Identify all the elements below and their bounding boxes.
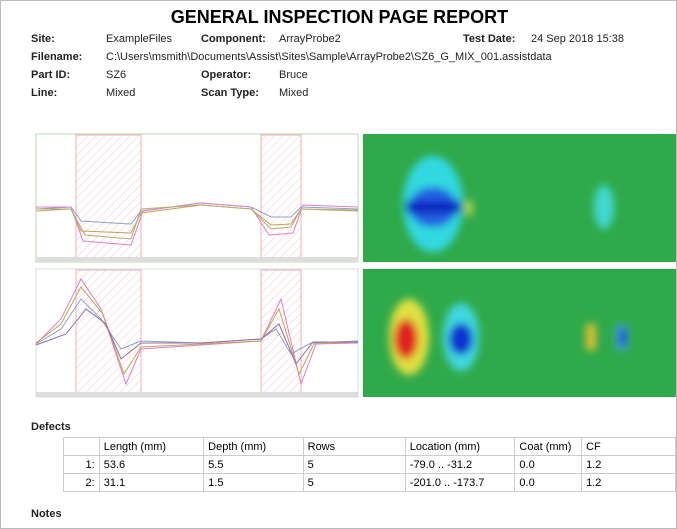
c-scan-image xyxy=(363,269,676,397)
field-value: Mixed xyxy=(279,87,309,99)
cell: -79.0 .. -31.2 xyxy=(404,455,516,474)
field-label: Filename: xyxy=(31,51,83,63)
c-scan-image xyxy=(363,134,676,262)
scan-plots xyxy=(35,133,676,398)
column-header: CF xyxy=(581,437,676,456)
field-label: Component: xyxy=(201,33,266,45)
field-value: Bruce xyxy=(279,69,308,81)
trace-panel xyxy=(35,133,359,263)
field-label: Part ID: xyxy=(31,69,71,81)
cell: 1.2 xyxy=(581,473,676,492)
defects-table: Length (mm) Depth (mm) Rows Location (mm) Co… xyxy=(63,437,676,492)
column-header: Location (mm) xyxy=(404,437,516,456)
field-label: Test Date: xyxy=(463,33,516,45)
row-label: 1: xyxy=(63,455,100,474)
row-label: 2: xyxy=(63,473,100,492)
corner-cell xyxy=(63,437,100,456)
field-value: SZ6 xyxy=(106,69,127,81)
field-value: Mixed xyxy=(106,87,136,99)
field-value: C:\Users\msmith\Documents\Assist\Sites\S… xyxy=(106,51,552,63)
cell: 5 xyxy=(302,473,406,492)
cell: 0.0 xyxy=(514,473,583,492)
field-label: Line: xyxy=(31,87,58,99)
field-value: ArrayProbe2 xyxy=(279,33,341,45)
field-value: ExampleFiles xyxy=(106,33,173,45)
defect-row: 1: 53.6 5.5 5 -79.0 .. -31.2 0.0 1.2 xyxy=(63,455,676,474)
section-heading: Defects xyxy=(31,421,71,433)
column-header: Rows xyxy=(302,437,406,456)
cell: 0.0 xyxy=(514,455,583,474)
cell: 5.5 xyxy=(203,455,304,474)
report-title: GENERAL INSPECTION PAGE REPORT xyxy=(170,7,509,27)
column-header: Length (mm) xyxy=(98,437,205,456)
field-label: Scan Type: xyxy=(201,87,259,99)
cell: 53.6 xyxy=(98,455,205,474)
defect-row: 2: 31.1 1.5 5 -201.0 .. -173.7 0.0 1.2 xyxy=(63,473,676,492)
header-row: Length (mm) Depth (mm) Rows Location (mm) Co… xyxy=(63,437,676,456)
field-value: 24 Sep 2018 15:38 xyxy=(531,33,624,45)
cell: 31.1 xyxy=(98,473,205,492)
cell: 1.5 xyxy=(203,473,304,492)
field-label: Operator: xyxy=(201,69,252,81)
trace-panel xyxy=(35,268,359,398)
column-header: Coat (mm) xyxy=(514,437,583,456)
cell: 5 xyxy=(302,455,406,474)
section-heading: Notes xyxy=(31,508,62,520)
field-label: Site: xyxy=(31,33,55,45)
cell: 1.2 xyxy=(581,455,676,474)
column-header: Depth (mm) xyxy=(203,437,304,456)
cell: -201.0 .. -173.7 xyxy=(404,473,516,492)
